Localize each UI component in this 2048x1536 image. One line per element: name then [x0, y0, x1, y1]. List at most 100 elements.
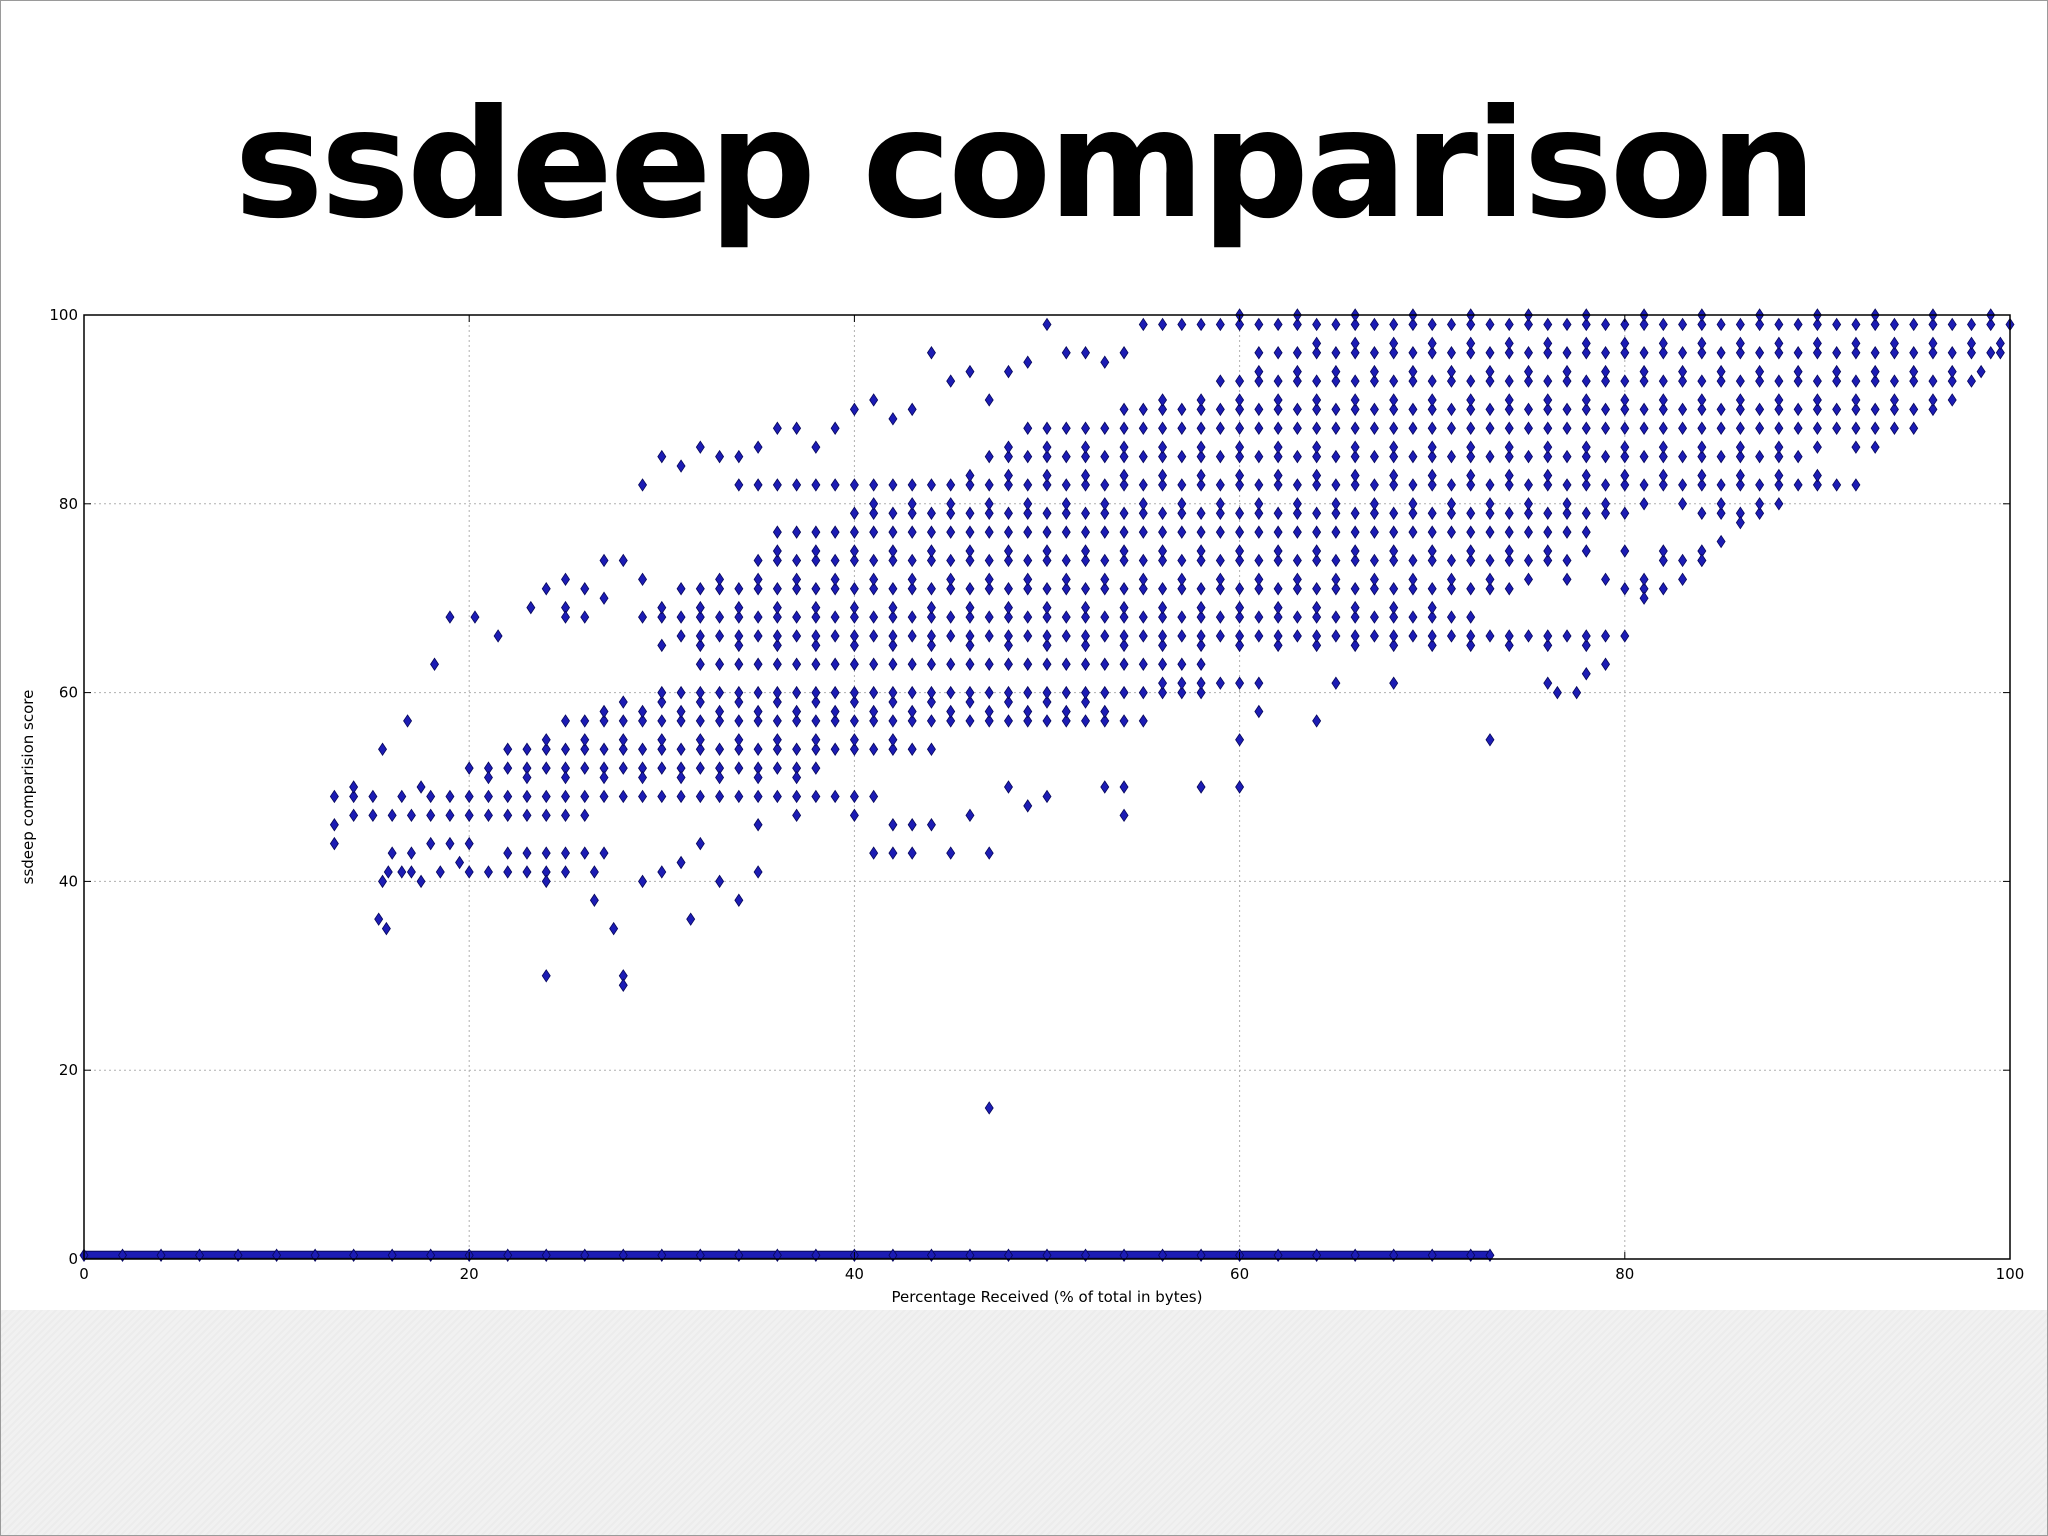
data-point: [772, 742, 782, 756]
data-point: [378, 874, 388, 889]
data-point: [1408, 449, 1418, 464]
data-point: [734, 742, 744, 756]
data-point: [1466, 421, 1476, 436]
data-point: [1158, 468, 1168, 483]
data-point: [1350, 610, 1360, 624]
data-point: [657, 610, 667, 624]
data-point: [1716, 421, 1726, 436]
data-point: [1254, 553, 1264, 568]
data-point: [657, 865, 667, 879]
data-point: [869, 582, 879, 596]
data-point: [1369, 525, 1379, 539]
data-point: [383, 865, 393, 879]
data-point: [580, 733, 590, 747]
data-point: [753, 704, 763, 719]
data-point: [1408, 402, 1418, 417]
data-point: [1389, 676, 1399, 690]
data-point: [1196, 478, 1206, 492]
data-point: [946, 714, 956, 728]
data-point: [1081, 610, 1091, 624]
data-point: [580, 1248, 590, 1262]
data-point: [1292, 364, 1302, 379]
data-point: [541, 761, 551, 775]
data-point: [1427, 506, 1437, 520]
data-point: [926, 525, 936, 539]
data-point: [1639, 449, 1649, 464]
data-point: [310, 1248, 320, 1262]
data-point: [1100, 449, 1110, 464]
y-tick-label: 60: [59, 684, 78, 702]
data-point: [869, 704, 879, 719]
data-point: [657, 742, 667, 756]
data-point: [1504, 393, 1514, 407]
data-point: [1138, 572, 1148, 587]
data-point: [1350, 629, 1360, 643]
data-point: [1793, 317, 1803, 332]
data-point: [1735, 317, 1745, 332]
data-point: [1851, 346, 1861, 360]
data-point: [1947, 374, 1957, 388]
data-point: [455, 855, 465, 870]
data-point: [686, 912, 696, 926]
data-point: [1042, 478, 1052, 492]
data-point: [1235, 506, 1245, 520]
data-point: [869, 393, 879, 407]
data-point: [1331, 402, 1341, 417]
data-point: [946, 374, 956, 388]
data-point: [1870, 421, 1880, 436]
data-point: [1427, 317, 1437, 332]
data-point: [526, 600, 536, 615]
data-point: [541, 733, 551, 747]
data-point: [118, 1248, 128, 1262]
data-point: [1369, 402, 1379, 417]
data-point: [1292, 572, 1302, 587]
data-point: [1466, 638, 1476, 653]
data-point: [1889, 336, 1899, 351]
data-point: [1620, 449, 1630, 464]
data-point: [1446, 317, 1456, 332]
data-point: [1697, 336, 1707, 351]
data-point: [1755, 497, 1765, 511]
data-point: [1620, 506, 1630, 520]
data-point: [772, 610, 782, 624]
data-point: [1909, 317, 1919, 332]
data-point: [926, 346, 936, 360]
data-point: [734, 600, 744, 615]
data-point: [1273, 525, 1283, 539]
data-point: [1138, 497, 1148, 511]
data-point: [676, 685, 686, 700]
data-point: [676, 714, 686, 728]
data-point: [965, 525, 975, 539]
data-point: [1485, 553, 1495, 568]
data-point: [1312, 525, 1322, 539]
data-point: [1562, 525, 1572, 539]
data-point: [926, 638, 936, 653]
data-point: [1369, 629, 1379, 643]
data-point: [1196, 676, 1206, 690]
data-point: [830, 685, 840, 700]
data-point: [849, 657, 859, 672]
data-point: [618, 733, 628, 747]
data-point: [1254, 582, 1264, 596]
data-point: [1061, 506, 1071, 520]
data-point: [811, 1248, 821, 1262]
data-point: [1350, 336, 1360, 351]
data-point: [1601, 449, 1611, 464]
data-point: [926, 1248, 936, 1262]
data-point: [888, 818, 898, 832]
data-point: [1543, 525, 1553, 539]
data-point: [1389, 582, 1399, 596]
data-point: [1081, 544, 1091, 558]
data-point: [599, 846, 609, 860]
data-point: [1350, 582, 1360, 596]
data-point: [1697, 449, 1707, 464]
x-tick-label: 100: [1996, 1265, 2025, 1283]
data-point: [753, 714, 763, 728]
data-point: [561, 742, 570, 756]
data-point: [1273, 346, 1283, 360]
data-point: [1427, 374, 1437, 388]
data-point: [888, 629, 898, 643]
data-point: [1119, 610, 1129, 624]
data-point: [503, 808, 513, 823]
data-point: [1196, 525, 1206, 539]
